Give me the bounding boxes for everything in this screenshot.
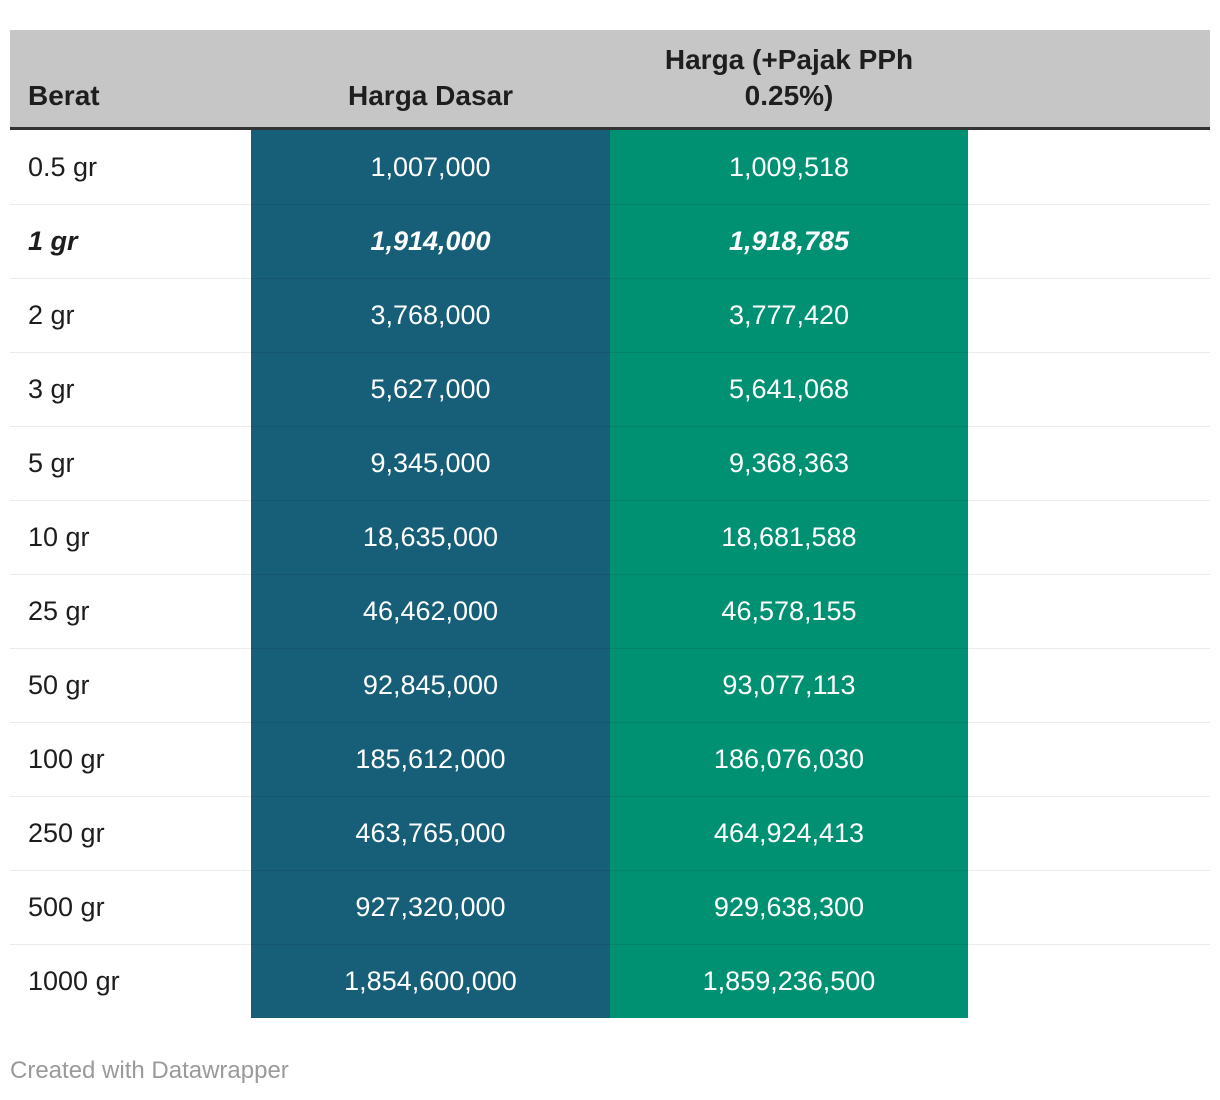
column-header-spacer (968, 30, 1210, 127)
table-row: 3 gr 5,627,000 5,641,068 (10, 352, 1210, 426)
table-row: 0.5 gr 1,007,000 1,009,518 (10, 130, 1210, 204)
table-row: 25 gr 46,462,000 46,578,155 (10, 574, 1210, 648)
spacer-cell (968, 204, 1210, 278)
harga-dasar-cell: 92,845,000 (251, 648, 610, 722)
table-row: 1000 gr 1,854,600,000 1,859,236,500 (10, 944, 1210, 1018)
datawrapper-table: Berat Harga Dasar Harga (+Pajak PPh 0.25… (10, 30, 1210, 1018)
table-row: 250 gr 463,765,000 464,924,413 (10, 796, 1210, 870)
harga-dasar-cell: 18,635,000 (251, 500, 610, 574)
table-row: 5 gr 9,345,000 9,368,363 (10, 426, 1210, 500)
column-header-harga-dasar-label: Harga Dasar (348, 80, 513, 111)
column-header-harga-pajak: Harga (+Pajak PPh 0.25%) (610, 30, 968, 127)
harga-pajak-cell: 9,368,363 (610, 426, 968, 500)
table-row-emphasized: 1 gr 1,914,000 1,918,785 (10, 204, 1210, 278)
table-row: 50 gr 92,845,000 93,077,113 (10, 648, 1210, 722)
berat-cell: 0.5 gr (10, 130, 251, 204)
berat-cell: 100 gr (10, 722, 251, 796)
spacer-cell (968, 500, 1210, 574)
harga-dasar-cell: 9,345,000 (251, 426, 610, 500)
table-header-row: Berat Harga Dasar Harga (+Pajak PPh 0.25… (10, 30, 1210, 130)
spacer-cell (968, 722, 1210, 796)
harga-pajak-cell: 1,918,785 (610, 204, 968, 278)
harga-pajak-cell: 1,859,236,500 (610, 944, 968, 1018)
berat-cell: 1 gr (10, 204, 251, 278)
harga-dasar-cell: 46,462,000 (251, 574, 610, 648)
harga-dasar-cell: 927,320,000 (251, 870, 610, 944)
harga-pajak-cell: 18,681,588 (610, 500, 968, 574)
column-header-harga-dasar: Harga Dasar (251, 30, 610, 127)
berat-cell: 3 gr (10, 352, 251, 426)
harga-dasar-cell: 3,768,000 (251, 278, 610, 352)
datawrapper-credit: Created with Datawrapper (10, 1057, 289, 1084)
harga-dasar-cell: 5,627,000 (251, 352, 610, 426)
harga-pajak-cell: 5,641,068 (610, 352, 968, 426)
spacer-cell (968, 278, 1210, 352)
spacer-cell (968, 426, 1210, 500)
price-table: Berat Harga Dasar Harga (+Pajak PPh 0.25… (10, 30, 1210, 1018)
table-row: 2 gr 3,768,000 3,777,420 (10, 278, 1210, 352)
spacer-cell (968, 870, 1210, 944)
harga-dasar-cell: 1,007,000 (251, 130, 610, 204)
harga-dasar-cell: 1,914,000 (251, 204, 610, 278)
spacer-cell (968, 352, 1210, 426)
harga-pajak-cell: 464,924,413 (610, 796, 968, 870)
table-row: 10 gr 18,635,000 18,681,588 (10, 500, 1210, 574)
harga-pajak-cell: 93,077,113 (610, 648, 968, 722)
harga-dasar-cell: 1,854,600,000 (251, 944, 610, 1018)
column-header-berat-label: Berat (28, 80, 100, 111)
harga-pajak-cell: 186,076,030 (610, 722, 968, 796)
column-header-harga-pajak-label: Harga (+Pajak PPh 0.25%) (664, 44, 914, 111)
berat-cell: 2 gr (10, 278, 251, 352)
harga-pajak-cell: 1,009,518 (610, 130, 968, 204)
spacer-cell (968, 648, 1210, 722)
table-row: 500 gr 927,320,000 929,638,300 (10, 870, 1210, 944)
harga-pajak-cell: 46,578,155 (610, 574, 968, 648)
berat-cell: 1000 gr (10, 944, 251, 1018)
spacer-cell (968, 796, 1210, 870)
berat-cell: 250 gr (10, 796, 251, 870)
spacer-cell (968, 130, 1210, 204)
harga-dasar-cell: 463,765,000 (251, 796, 610, 870)
spacer-cell (968, 574, 1210, 648)
table-row: 100 gr 185,612,000 186,076,030 (10, 722, 1210, 796)
berat-cell: 50 gr (10, 648, 251, 722)
harga-pajak-cell: 929,638,300 (610, 870, 968, 944)
harga-pajak-cell: 3,777,420 (610, 278, 968, 352)
spacer-cell (968, 944, 1210, 1018)
berat-cell: 25 gr (10, 574, 251, 648)
harga-dasar-cell: 185,612,000 (251, 722, 610, 796)
berat-cell: 500 gr (10, 870, 251, 944)
column-header-berat: Berat (10, 30, 251, 127)
berat-cell: 5 gr (10, 426, 251, 500)
berat-cell: 10 gr (10, 500, 251, 574)
